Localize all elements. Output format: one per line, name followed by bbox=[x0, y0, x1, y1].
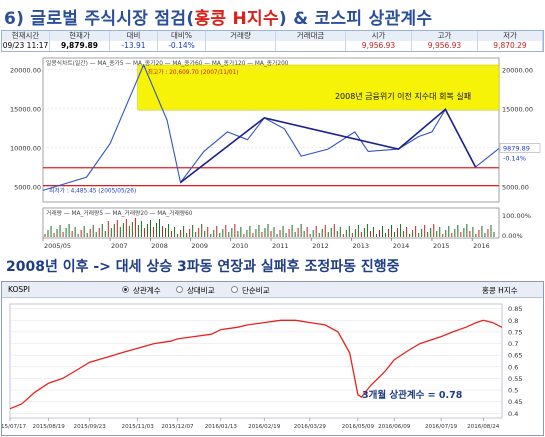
option-simple-label[interactable]: 단순비교 bbox=[242, 286, 270, 295]
correlation-y-tick: 0.45 bbox=[508, 398, 522, 406]
correlation-y-tick: 0.75 bbox=[508, 328, 522, 336]
quote-value-cell: 9,956.93 bbox=[346, 41, 412, 51]
quote-header-cell: 대비 bbox=[110, 31, 158, 41]
correlation-x-tick: 2015/11/03 bbox=[122, 424, 155, 430]
correlation-y-tick: 0.65 bbox=[508, 352, 522, 360]
correlation-y-tick: 0.5 bbox=[508, 387, 518, 395]
quote-header-cell: 저가 bbox=[478, 31, 543, 41]
resistance-box-label: 2008년 금융위기 이전 지수대 회복 실패 bbox=[335, 91, 471, 101]
price-x-tick: 2012 bbox=[312, 242, 329, 250]
option-correlation-label[interactable]: 상관계수 bbox=[133, 286, 161, 295]
price-x-tick: 2008 bbox=[151, 242, 168, 250]
price-y-tick-left: 15000.00 bbox=[10, 106, 41, 114]
volume-tick-bottom: 0.00% bbox=[502, 232, 523, 240]
price-y-tick-left: 20000.00 bbox=[10, 67, 41, 75]
quote-header-row: 현재시간 현재가 대비 대비% 거래량 거래대금 시가 고가 저가 bbox=[2, 31, 543, 41]
price-y-tick-left: 5000.00 bbox=[14, 183, 41, 191]
quote-header-cell: 현재시간 bbox=[2, 31, 50, 41]
correlation-x-tick: 2015/07/17 bbox=[2, 424, 27, 430]
price-x-tick: 2010 bbox=[232, 242, 249, 250]
quote-header-cell: 고가 bbox=[412, 31, 478, 41]
quote-value-cell bbox=[206, 41, 276, 51]
price-chart-svg: 2008년 금융위기 이전 지수대 회복 실패 20000.00 20000.00 1… bbox=[10, 57, 541, 250]
volume-tick-top: 100.00% bbox=[502, 212, 531, 220]
quote-value-cell: -0.14% bbox=[158, 41, 206, 51]
title-part-1: 6) 글로벌 주식시장 점검( bbox=[4, 9, 195, 29]
price-line bbox=[42, 63, 500, 191]
price-x-tick: 2007 bbox=[111, 242, 128, 250]
correlation-toolbar: KOSPI 상관계수 상대비교 단순비교 홍콩 H지수 bbox=[2, 282, 543, 298]
option-relative-label[interactable]: 상대비교 bbox=[187, 286, 215, 295]
radio-simple[interactable] bbox=[231, 286, 238, 293]
correlation-annotation: 3개월 상관계수 = 0.78 bbox=[362, 389, 463, 401]
correlation-y-tick: 0.85 bbox=[508, 305, 522, 313]
correlation-line bbox=[9, 319, 503, 410]
quote-header-cell: 대비% bbox=[158, 31, 206, 41]
current-value-badge bbox=[499, 143, 541, 153]
price-x-tick: 2015 bbox=[433, 242, 450, 250]
price-x-tick: 2011 bbox=[272, 242, 289, 250]
quote-header-cell: 시가 bbox=[346, 31, 412, 41]
price-y-tick-right: 15000.00 bbox=[502, 106, 533, 114]
correlation-x-tick: 2015/12/07 bbox=[161, 424, 194, 430]
title-part-2: 홍콩 H지수 bbox=[194, 9, 279, 29]
current-change-label: -0.14% bbox=[503, 154, 526, 162]
quote-header-cell: 현재가 bbox=[50, 31, 110, 41]
correlation-chart-svg: 0.85 0.8 0.75 0.7 0.65 0.6 0.55 0.5 0.45 0.4 2015/… bbox=[2, 303, 522, 430]
correlation-x-tick: 2015/08/19 bbox=[33, 424, 66, 430]
radio-correlation[interactable] bbox=[122, 286, 129, 293]
price-x-tick: 2009 bbox=[192, 242, 209, 250]
price-x-tick: 2016 bbox=[473, 242, 490, 250]
title-part-3: ) & 코스피 상관계수 bbox=[278, 9, 433, 29]
correlation-x-tick: 2016/06/09 bbox=[378, 424, 411, 430]
subtitle: 2008년 이후 -> 대세 상승 3파동 연장과 실패후 조정파동 진행중 bbox=[6, 259, 400, 275]
correlation-panel: KOSPI 상관계수 상대비교 단순비교 홍콩 H지수 0.85 0.8 0.75 0… bbox=[1, 281, 544, 436]
price-x-tick: 2013 bbox=[352, 242, 369, 250]
quote-header-cell: 거래량 bbox=[206, 31, 276, 41]
correlation-x-tick: 2016/02/19 bbox=[248, 424, 281, 430]
quote-value-cell: -13.91 bbox=[110, 41, 158, 51]
volume-legend: 거래량 — MA_거래량5 — MA_거래량20 — MA_거래량60 bbox=[46, 209, 193, 217]
current-value-label: 9879.89 bbox=[503, 144, 530, 152]
correlation-x-tick: 2016/05/09 bbox=[342, 424, 375, 430]
correlation-x-tick: 2016/03/29 bbox=[294, 424, 327, 430]
wave-trend-line bbox=[180, 108, 477, 184]
price-y-tick-right: 5000.00 bbox=[502, 183, 529, 191]
high-label: 최고가 : 20,609.70 (2007/11/01) bbox=[148, 68, 239, 76]
price-chart: 2008년 금융위기 이전 지수대 회복 실패 20000.00 20000.00 1… bbox=[1, 52, 544, 250]
quote-header-cell: 거래대금 bbox=[276, 31, 346, 41]
page-title: 6) 글로벌 주식시장 점검(홍콩 H지수) & 코스피 상관계수 bbox=[4, 4, 541, 29]
correlation-y-tick: 0.8 bbox=[508, 317, 518, 325]
radio-relative[interactable] bbox=[176, 286, 183, 293]
quote-value-cell: 09/23 11:17 bbox=[2, 41, 50, 51]
resistance-box bbox=[137, 64, 500, 111]
quote-value-cell: 9,956.93 bbox=[412, 41, 478, 51]
correlation-x-tick: 2016/08/24 bbox=[467, 424, 500, 430]
correlation-y-tick: 0.4 bbox=[508, 410, 518, 418]
correlation-x-tick: 2016/07/19 bbox=[425, 424, 458, 430]
low-label: 최저가 : 4,485.45 (2005/05/26) bbox=[49, 186, 136, 194]
price-legend: 일봉식차트(일간) — MA_종가5 — MA_종가20 — MA_종가60 —… bbox=[46, 59, 289, 67]
quote-table: 현재시간 현재가 대비 대비% 거래량 거래대금 시가 고가 저가 09/23 11:17 9,8… bbox=[1, 30, 544, 52]
price-x-tick: 2005/05 bbox=[44, 242, 71, 250]
right-index-name: 홍콩 H지수 bbox=[482, 286, 518, 295]
price-y-tick-left: 10000.00 bbox=[10, 145, 41, 153]
correlation-y-tick: 0.7 bbox=[508, 340, 518, 348]
correlation-x-tick: 2016/01/13 bbox=[205, 424, 238, 430]
left-index-name: KOSPI bbox=[8, 285, 30, 294]
quote-value-cell: 9,879.89 bbox=[50, 41, 110, 51]
correlation-x-tick: 2015/09/23 bbox=[74, 424, 107, 430]
quote-value-row: 09/23 11:17 9,879.89 -13.91 -0.14% 9,956.93 9… bbox=[2, 41, 543, 51]
quote-value-cell: 9,870.29 bbox=[478, 41, 543, 51]
price-y-tick-right: 20000.00 bbox=[502, 67, 533, 75]
price-x-tick: 2014 bbox=[393, 242, 410, 250]
correlation-y-tick: 0.6 bbox=[508, 363, 518, 371]
quote-value-cell bbox=[276, 41, 346, 51]
correlation-y-tick: 0.55 bbox=[508, 375, 522, 383]
